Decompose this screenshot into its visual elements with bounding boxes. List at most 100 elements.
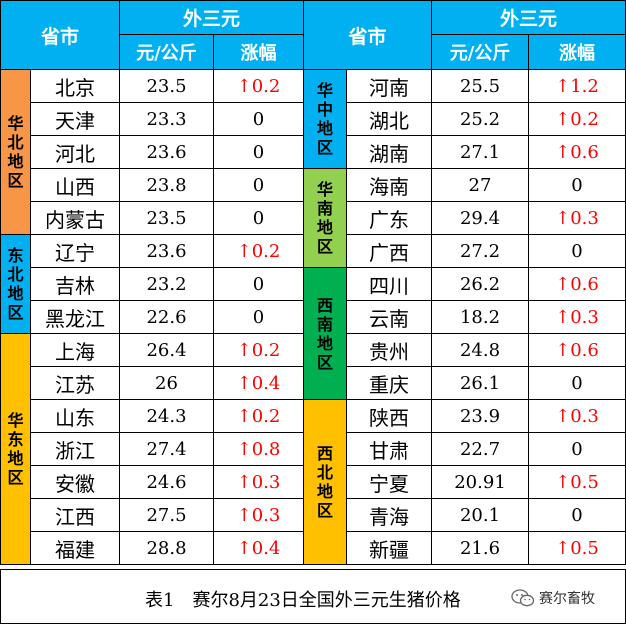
- change-up-cell: ↑0.4: [213, 366, 304, 400]
- table-row: 天津 23.3 0 湖北 25.2 ↑0.2: [1, 102, 626, 136]
- price-cell: 26.1: [431, 366, 529, 400]
- price-cell: 23.5: [119, 69, 214, 103]
- province-cell: 四川: [346, 267, 432, 301]
- change-up-cell: ↑0.4: [213, 531, 304, 565]
- region-label: 华南地区: [316, 180, 333, 256]
- table-row: 福建 28.8 ↑0.4 新疆 21.6 ↑0.5: [1, 531, 626, 565]
- price-cell: 22.7: [431, 432, 529, 466]
- change-flat-cell: 0: [213, 267, 304, 301]
- change-up-cell: ↑0.2: [213, 69, 304, 103]
- province-cell: 甘肃: [346, 432, 432, 466]
- price-cell: 27.2: [431, 234, 529, 268]
- change-up-cell: ↑0.6: [528, 267, 626, 301]
- change-flat-cell: 0: [213, 135, 304, 169]
- change-up-cell: ↑0.3: [213, 498, 304, 532]
- province-cell: 江苏: [30, 366, 120, 400]
- price-cell: 24.8: [431, 333, 529, 367]
- header-province-left: 省市: [0, 0, 120, 70]
- price-cell: 23.5: [119, 201, 214, 235]
- province-cell: 天津: [30, 102, 120, 136]
- header-change-left: 涨幅: [213, 34, 304, 70]
- brand-mark: 赛尔畜牧: [511, 588, 595, 608]
- region-label: 西南地区: [316, 295, 333, 372]
- province-cell: 江西: [30, 498, 120, 532]
- wechat-icon: [511, 589, 535, 607]
- change-up-cell: ↑0.8: [213, 432, 304, 466]
- table-row: 东北地区 辽宁 23.6 ↑0.2 广西 27.2 0: [0, 234, 626, 334]
- change-up-cell: ↑0.3: [528, 399, 626, 433]
- province-cell: 青海: [346, 498, 432, 532]
- price-cell: 20.91: [431, 465, 529, 499]
- region-cell-right: 华中地区: [303, 69, 347, 169]
- province-cell: 吉林: [30, 267, 120, 301]
- region-cell-left: 华东地区: [0, 333, 31, 565]
- region-cell-left: 华北地区: [0, 69, 31, 235]
- change-up-cell: ↑0.5: [528, 465, 626, 499]
- change-flat-cell: 0: [213, 102, 304, 136]
- province-cell: 安徽: [30, 465, 120, 499]
- change-up-cell: ↑0.2: [213, 333, 304, 367]
- region-cell-right: 西北地区: [303, 399, 347, 565]
- region-label: 华北地区: [7, 114, 24, 190]
- province-cell: 北京: [30, 69, 120, 103]
- table-row: 安徽 24.6 ↑0.3 宁夏 20.91 ↑0.5: [1, 465, 626, 499]
- header-unit-left: 元/公斤: [119, 34, 214, 70]
- price-cell: 22.6: [119, 300, 214, 334]
- region-label: 西北地区: [316, 444, 333, 520]
- price-cell: 27: [431, 168, 529, 202]
- price-cell: 24.3: [119, 399, 214, 433]
- change-flat-cell: 0: [213, 168, 304, 202]
- price-cell: 25.2: [431, 102, 529, 136]
- province-cell: 湖南: [346, 135, 432, 169]
- province-cell: 云南: [346, 300, 432, 334]
- province-cell: 湖北: [346, 102, 432, 136]
- table-row: 河北 23.6 0 湖南 27.1 ↑0.6: [1, 135, 626, 169]
- province-cell: 山西: [30, 168, 120, 202]
- header-change-right: 涨幅: [528, 34, 626, 70]
- region-cell-left: 东北地区: [0, 234, 31, 334]
- price-cell: 23.9: [431, 399, 529, 433]
- price-cell: 29.4: [431, 201, 529, 235]
- province-cell: 黑龙江: [30, 300, 120, 334]
- change-flat-cell: 0: [528, 168, 626, 202]
- region-label: 华东地区: [7, 411, 24, 487]
- header-province-right: 省市: [303, 0, 432, 70]
- change-up-cell: ↑0.6: [528, 135, 626, 169]
- change-flat-cell: 0: [528, 498, 626, 532]
- change-flat-cell: 0: [213, 300, 304, 334]
- province-cell: 广西: [346, 234, 432, 268]
- province-cell: 广东: [346, 201, 432, 235]
- province-cell: 新疆: [346, 531, 432, 565]
- price-cell: 27.1: [431, 135, 529, 169]
- change-up-cell: ↑0.5: [528, 531, 626, 565]
- province-cell: 海南: [346, 168, 432, 202]
- price-cell: 26.2: [431, 267, 529, 301]
- region-cell-right: 华南地区: [303, 168, 347, 268]
- change-up-cell: ↑1.2: [528, 69, 626, 103]
- price-cell: 27.4: [119, 432, 214, 466]
- change-flat-cell: 0: [528, 366, 626, 400]
- price-cell: 23.6: [119, 234, 214, 268]
- province-cell: 上海: [30, 333, 120, 367]
- pig-price-table: 省市 外三元 省市 外三元 元/公斤 涨幅 元/公斤 涨幅 华北地区 北京 23.5…: [0, 0, 626, 565]
- change-up-cell: ↑0.3: [528, 201, 626, 235]
- table-caption-bar: 表1 赛尔8月23日全国外三元生猪价格 赛尔畜牧: [0, 569, 626, 624]
- change-up-cell: ↑0.6: [528, 333, 626, 367]
- change-up-cell: ↑0.2: [213, 399, 304, 433]
- table-row: 吉林 23.2 0 西南地区 四川 26.2 ↑0.6: [1, 267, 626, 400]
- province-cell: 山东: [30, 399, 120, 433]
- table-row: 华北地区 北京 23.5 ↑0.2 华中地区 河南 25.5 ↑1.2: [0, 69, 626, 235]
- province-cell: 福建: [30, 531, 120, 565]
- change-flat-cell: 0: [213, 201, 304, 235]
- header-price-group-right: 外三元: [431, 0, 626, 35]
- province-cell: 重庆: [346, 366, 432, 400]
- price-cell: 23.2: [119, 267, 214, 301]
- table-body: 华北地区 北京 23.5 ↑0.2 华中地区 河南 25.5 ↑1.2 天津 23.3 0 湖北 25.…: [0, 69, 626, 565]
- price-cell: 28.8: [119, 531, 214, 565]
- region-label: 华中地区: [316, 81, 333, 157]
- header-unit-right: 元/公斤: [431, 34, 529, 70]
- province-cell: 内蒙古: [30, 201, 120, 235]
- table-row: 华东地区 上海 26.4 ↑0.2 贵州 24.8 ↑0.6: [0, 333, 626, 565]
- province-cell: 河北: [30, 135, 120, 169]
